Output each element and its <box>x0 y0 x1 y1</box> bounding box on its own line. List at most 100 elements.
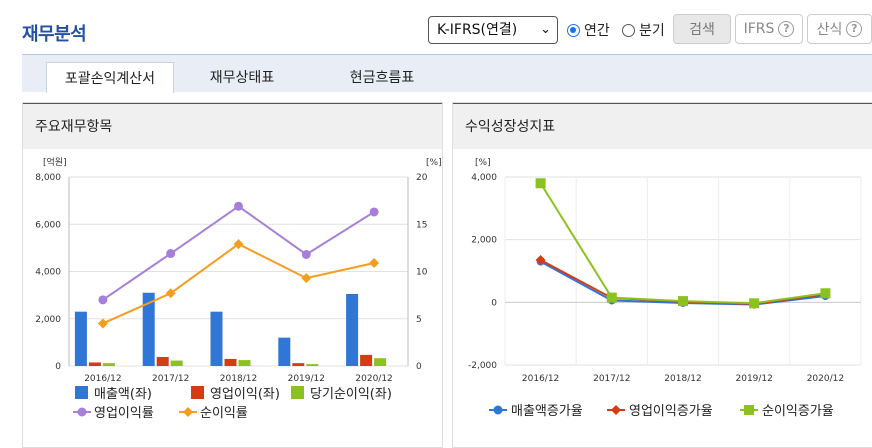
tab-cash-flow[interactable]: 현금흐름표 <box>327 62 437 92</box>
legend-swatch <box>291 386 304 399</box>
marker-op-margin <box>234 201 243 211</box>
tab-label: 재무상태표 <box>209 70 275 86</box>
x-tick-label: 2016/12 <box>84 374 121 384</box>
ifrs-button-label: IFRS <box>743 21 775 37</box>
legend-label: 매출액(좌) <box>94 387 152 402</box>
page-title: 재무분석 <box>22 24 87 45</box>
marker-op-margin <box>98 295 108 305</box>
legend-marker <box>744 405 754 415</box>
search-button-label: 검색 <box>689 22 715 38</box>
radio-annual[interactable]: 연간 <box>567 20 610 40</box>
legend-marker <box>77 407 87 417</box>
x-tick-label: 2020/12 <box>355 374 392 384</box>
marker-op-margin <box>166 249 176 259</box>
y-tick-label: 2,000 <box>471 236 497 246</box>
x-tick-label: 2018/12 <box>220 374 257 384</box>
right-tick-label: 10 <box>416 268 428 278</box>
legend-label: 영업이익(좌) <box>210 387 280 402</box>
marker-net-income-growth <box>606 292 617 303</box>
tab-balance-sheet[interactable]: 재무상태표 <box>192 62 292 92</box>
right-axis-unit: [%] <box>426 158 442 168</box>
help-icon: ? <box>846 21 863 37</box>
help-icon: ? <box>778 21 795 37</box>
bar-net-income <box>170 360 183 366</box>
bar-op-income <box>224 358 237 366</box>
marker-net-margin <box>165 288 176 299</box>
marker-net-margin <box>369 257 380 268</box>
radio-unselected-icon <box>622 23 635 37</box>
marker-net-income-growth <box>678 296 688 307</box>
legend-marker <box>183 407 193 417</box>
x-tick-label: 2016/12 <box>522 374 559 384</box>
legend-swatch <box>191 386 204 399</box>
legend-label: 순이익증가율 <box>762 404 834 419</box>
x-tick-label: 2019/12 <box>288 374 325 384</box>
search-button[interactable]: 검색 <box>673 14 731 44</box>
x-tick-label: 2019/12 <box>736 374 773 384</box>
left-tick-label: 0 <box>55 362 61 372</box>
legend-marker <box>493 405 503 415</box>
bar-sales <box>278 337 291 366</box>
right-tick-label: 15 <box>416 220 427 230</box>
marker-net-income-growth <box>749 298 760 309</box>
tab-label: 포괄손익계산서 <box>64 71 156 87</box>
bar-sales <box>210 311 223 366</box>
tab-income-statement[interactable]: 포괄손익계산서 <box>46 62 174 93</box>
radio-selected-icon <box>567 23 580 37</box>
marker-net-margin <box>97 318 108 329</box>
right-tick-label: 0 <box>416 362 422 372</box>
bar-sales <box>74 311 87 366</box>
right-chart-panel: 수익성장성지표 [%] 4,000 2,000 0 -2,000 2016/12 2017/… <box>452 102 872 448</box>
marker-op-margin <box>301 249 311 259</box>
bar-op-income <box>88 362 101 366</box>
right-tick-label: 20 <box>416 173 428 183</box>
bar-op-income <box>156 357 169 366</box>
axis-unit: [%] <box>475 158 491 168</box>
chevron-down-icon: ⌄ <box>540 22 551 37</box>
bar-net-income <box>306 364 319 366</box>
marker-net-income-growth <box>820 288 831 299</box>
legend-label: 매출액증가율 <box>511 404 583 419</box>
bar-net-income <box>102 363 115 366</box>
marker-op-income-growth <box>535 255 546 266</box>
bar-net-income <box>238 360 251 366</box>
legend-label: 영업이익률 <box>94 406 154 421</box>
marker-net-margin <box>301 273 312 284</box>
x-tick-label: 2017/12 <box>593 374 630 384</box>
financial-items-chart: [억원] [%] 8,000 6,000 4,000 2,000 0 20 15 10 5 0 2016… <box>35 156 442 421</box>
left-tick-label: 6,000 <box>35 220 61 230</box>
radio-quarter-label: 분기 <box>639 23 665 39</box>
formula-button-label: 산식 <box>816 22 843 38</box>
marker-net-income-growth <box>535 178 546 189</box>
legend-swatch <box>75 386 88 399</box>
legend-label: 영업이익증가율 <box>629 404 713 419</box>
growth-rate-chart: [%] 4,000 2,000 0 -2,000 2016/12 2017/12 2018/1… <box>468 158 862 419</box>
left-tick-label: 8,000 <box>35 173 61 183</box>
bar-op-income <box>360 354 373 366</box>
tab-label: 현금흐름표 <box>349 70 415 86</box>
y-tick-label: 4,000 <box>471 173 497 183</box>
legend-label: 당기순이익(좌) <box>310 387 392 402</box>
x-tick-label: 2020/12 <box>807 374 844 384</box>
line-op-margin <box>102 205 375 301</box>
statement-tabs: 포괄손익계산서 재무상태표 현금흐름표 <box>22 54 872 93</box>
y-tick-label: -2,000 <box>468 361 497 371</box>
marker-net-margin <box>233 239 244 250</box>
x-tick-label: 2018/12 <box>664 374 701 384</box>
accounting-standard-select[interactable]: K-IFRS(연결) ⌄ <box>428 16 558 44</box>
formula-button[interactable]: 산식 ? <box>807 14 872 44</box>
bar-net-income <box>374 358 387 366</box>
legend-marker <box>611 405 621 415</box>
panel-title: 수익성장성지표 <box>453 103 872 149</box>
left-tick-label: 4,000 <box>35 268 61 278</box>
left-chart-panel: 주요재무항목 [억원] [%] 8,000 6,000 4,000 2,000 0 20 15 1… <box>22 102 443 448</box>
bar-sales <box>142 292 155 366</box>
panel-title: 주요재무항목 <box>23 103 442 149</box>
ifrs-button[interactable]: IFRS ? <box>735 14 803 44</box>
radio-annual-label: 연간 <box>584 23 610 39</box>
marker-op-margin <box>369 207 379 217</box>
bar-sales <box>346 293 359 366</box>
radio-quarter[interactable]: 분기 <box>622 20 665 40</box>
x-tick-label: 2017/12 <box>152 374 189 384</box>
select-value: K-IFRS(연결) <box>437 22 518 38</box>
